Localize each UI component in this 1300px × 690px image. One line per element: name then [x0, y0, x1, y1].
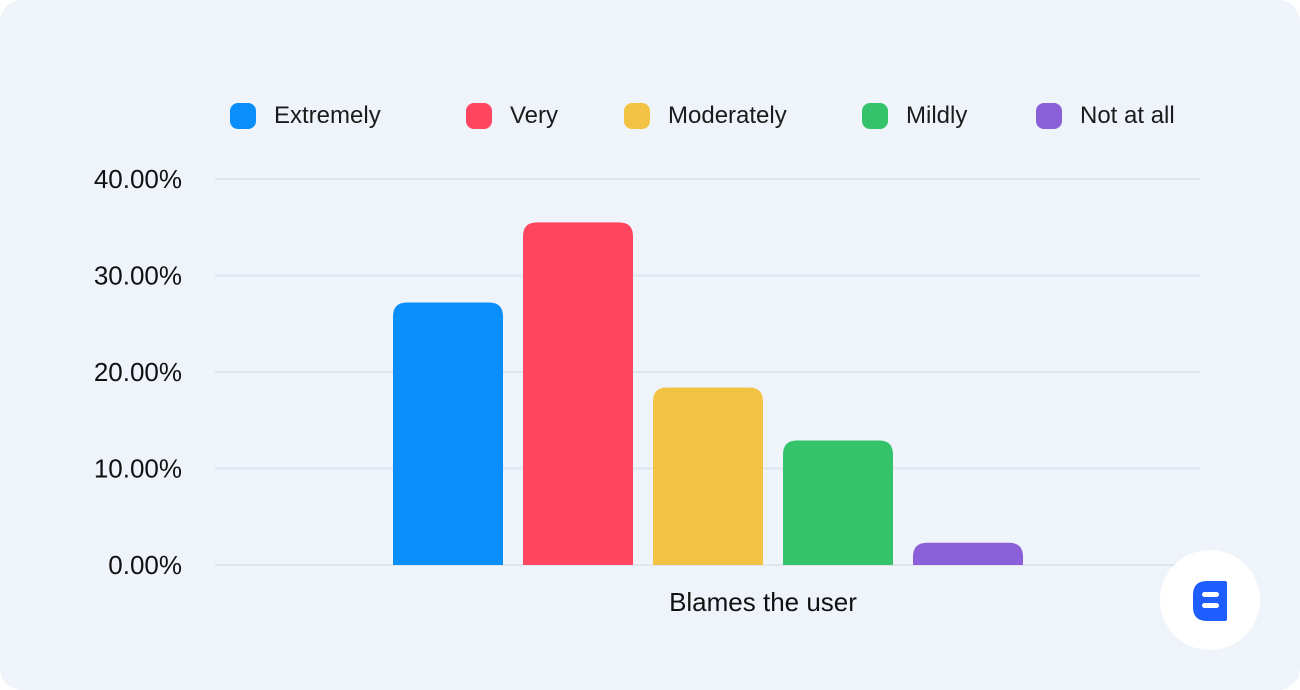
bars [393, 222, 1023, 566]
bar-not-at-all [913, 542, 1023, 565]
brand-logo-icon [1193, 581, 1227, 621]
legend-swatch-extremely [230, 103, 256, 129]
x-axis-category-label: Blames the user [669, 587, 857, 617]
bar-extremely [393, 302, 503, 565]
bar-very [523, 222, 633, 566]
y-tick-label: 40.00% [94, 164, 182, 194]
legend-swatch-not-at-all [1036, 103, 1062, 129]
legend-label-extremely: Extremely [274, 102, 381, 129]
legend-item-mildly: Mildly [862, 96, 967, 136]
legend-item-very: Very [466, 96, 558, 136]
legend: Extremely Very Moderately Mildly Not at … [230, 96, 1210, 136]
y-tick-label: 0.00% [108, 550, 182, 580]
bar-mildly [783, 440, 893, 565]
y-tick-label: 30.00% [94, 261, 182, 291]
y-axis-tick-labels: 0.00% 10.00% 20.00% 30.00% 40.00% [94, 164, 182, 580]
legend-swatch-mildly [862, 103, 888, 129]
legend-swatch-moderately [624, 103, 650, 129]
legend-item-not-at-all: Not at all [1036, 96, 1175, 136]
legend-item-moderately: Moderately [624, 96, 787, 136]
legend-label-moderately: Moderately [668, 102, 787, 129]
legend-label-very: Very [510, 102, 559, 129]
y-tick-label: 10.00% [94, 454, 182, 484]
brand-logo-badge [1160, 550, 1260, 650]
legend-label-not-at-all: Not at all [1080, 102, 1175, 129]
legend-swatch-very [466, 103, 492, 129]
y-tick-label: 20.00% [94, 357, 182, 387]
legend-label-mildly: Mildly [906, 102, 968, 129]
legend-item-extremely: Extremely [230, 96, 381, 136]
bar-moderately [653, 387, 763, 565]
